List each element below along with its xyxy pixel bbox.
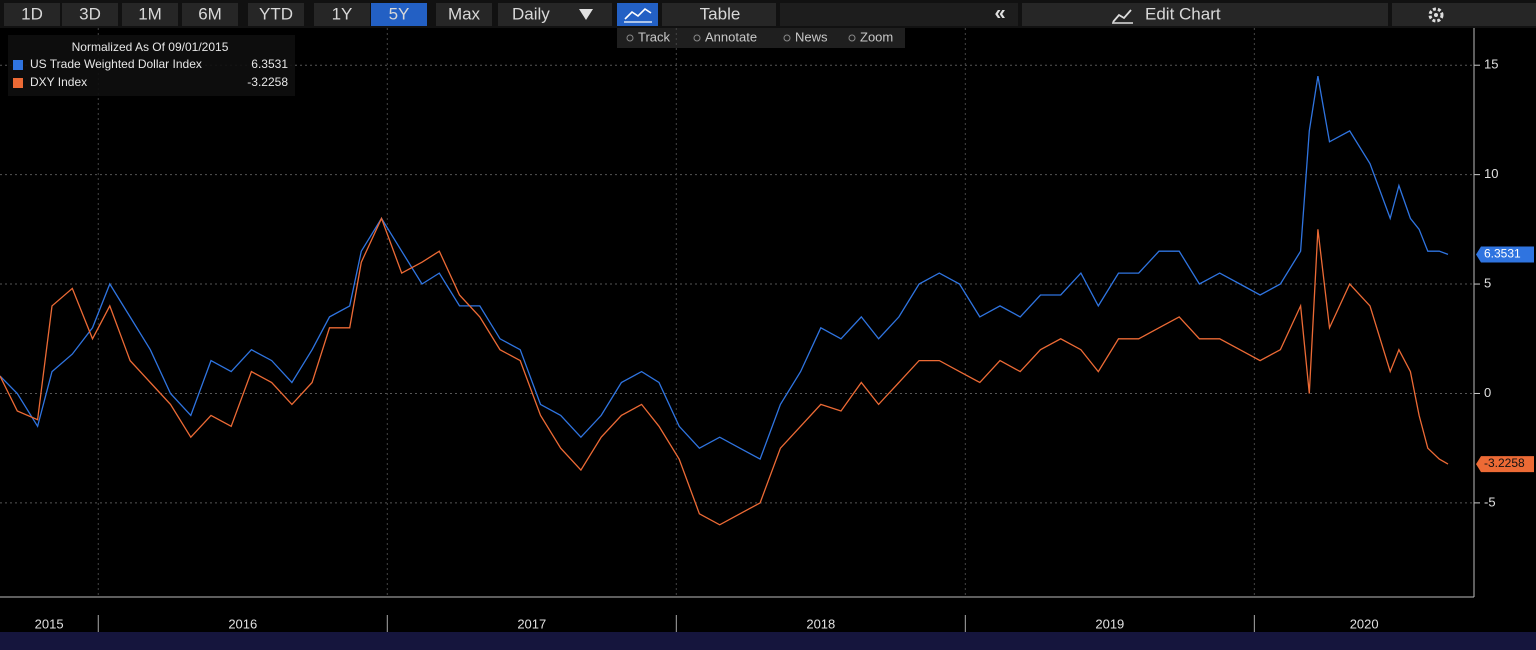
last-value-label: -3.2258 <box>1484 456 1525 470</box>
collapse-button[interactable]: « <box>994 2 1005 24</box>
range-button[interactable] <box>62 3 118 26</box>
legend-label: US Trade Weighted Dollar Index <box>30 57 202 71</box>
legend <box>8 35 295 96</box>
range-button[interactable] <box>248 3 304 26</box>
settings-button[interactable] <box>1392 3 1536 26</box>
chart-icon <box>624 7 652 20</box>
y-tick-label: 15 <box>1484 57 1498 72</box>
x-tick-label: 2020 <box>1350 616 1379 631</box>
edit-icon <box>1112 9 1132 23</box>
series-line <box>0 75 1449 461</box>
toolbar-spacer <box>780 3 1018 26</box>
gear-icon <box>1428 7 1444 23</box>
tool-icon <box>693 34 701 42</box>
range-button[interactable] <box>371 3 427 26</box>
tool-label[interactable]: Track <box>638 29 671 44</box>
legend-value: 6.3531 <box>251 57 288 71</box>
tool-label[interactable]: News <box>795 29 828 44</box>
chart-tools-group: Track Annotate News Zoom <box>626 29 893 44</box>
y-tick-label: 5 <box>1484 275 1491 290</box>
x-tick-label: 2016 <box>228 616 257 631</box>
frequency-label: Daily <box>512 4 550 23</box>
tool-icon <box>783 34 791 42</box>
legend-value: -3.2258 <box>247 75 288 89</box>
chart-type-button[interactable] <box>617 3 658 26</box>
gear-icon <box>1434 13 1438 17</box>
y-tick-label: 0 <box>1484 385 1491 400</box>
tool-label[interactable]: Zoom <box>860 29 893 44</box>
series-line <box>0 216 1449 526</box>
last-value-tag <box>1476 456 1534 473</box>
range-label: 1Y <box>332 4 353 23</box>
last-value-label: 6.3531 <box>1484 247 1521 261</box>
tool-icon <box>848 34 856 42</box>
plot-area: -5 0 5 10 15 2015 2016 2017 2018 2019 2020 6.3531 -3… <box>0 28 1534 632</box>
legend-title: Normalized As Of 09/01/2015 <box>72 40 229 54</box>
y-tick-label: -5 <box>1484 494 1496 509</box>
last-value-tag <box>1476 246 1534 263</box>
range-label: 1D <box>21 4 43 23</box>
table-label: Table <box>700 4 741 23</box>
range-label: 3D <box>79 4 101 23</box>
range-button[interactable] <box>314 3 370 26</box>
legend-label: DXY Index <box>30 75 87 89</box>
table-button[interactable] <box>662 3 776 26</box>
range-button[interactable] <box>122 3 178 26</box>
frequency-button[interactable] <box>498 3 612 26</box>
toolbar-group: 1D 3D 1M 6M YTD 1Y 5Y Max Daily <box>4 3 612 26</box>
y-tick-label: 10 <box>1484 166 1498 181</box>
range-label: 6M <box>198 4 222 23</box>
range-label: YTD <box>259 4 293 23</box>
legend-swatch <box>13 60 23 70</box>
x-tick-label: 2017 <box>517 616 546 631</box>
x-tick-label: 2015 <box>35 616 64 631</box>
chart-tools <box>617 28 905 48</box>
range-label: 5Y <box>389 4 410 23</box>
range-button[interactable] <box>4 3 60 26</box>
legend-entries: US Trade Weighted Dollar Index 6.3531 DXY … <box>13 57 288 89</box>
tool-label[interactable]: Annotate <box>705 29 757 44</box>
tool-icon <box>626 34 634 42</box>
legend-swatch <box>13 78 23 88</box>
x-tick-label: 2018 <box>806 616 835 631</box>
range-label: 1M <box>138 4 162 23</box>
status-bar <box>0 632 1536 650</box>
range-label: Max <box>448 4 481 23</box>
edit-chart-label: Edit Chart <box>1145 4 1221 23</box>
dropdown-arrow <box>579 9 593 20</box>
x-tick-label: 2019 <box>1095 616 1124 631</box>
range-button[interactable] <box>436 3 492 26</box>
range-button[interactable] <box>182 3 238 26</box>
